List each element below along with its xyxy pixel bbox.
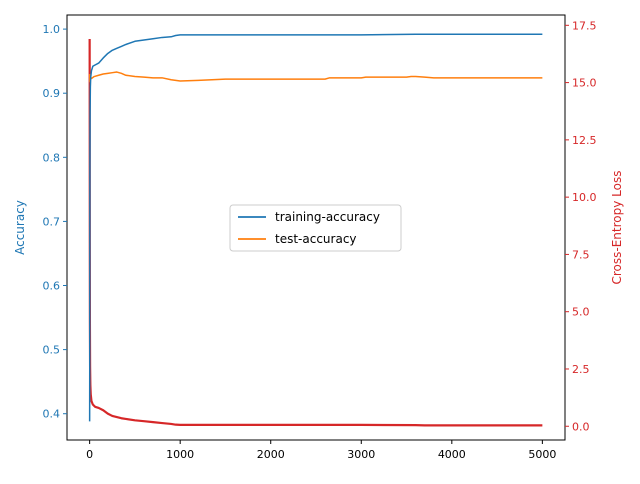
x-tick-label: 3000: [347, 448, 375, 461]
axes-layer: 0 1000 2000 3000 4000 5000 0.4 0.5 0.6 0.7 0.8 0.9 1…: [13, 14, 624, 461]
y-left-tick-label: 1.0: [43, 23, 61, 36]
legend: training-accuracy test-accuracy: [229, 204, 402, 252]
y-left-tick-label: 0.5: [43, 344, 61, 357]
y-right-tick-label: 5.0: [572, 306, 590, 319]
series-layer: [88, 33, 543, 427]
series-line-test-accuracy: [88, 71, 543, 83]
legend-label: test-accuracy: [275, 232, 357, 246]
y-right-tick-label: 10.0: [572, 191, 597, 204]
x-tick-label: 1000: [166, 448, 194, 461]
x-tick-label: 0: [86, 448, 93, 461]
y-right-tick-label: 0.0: [572, 420, 590, 433]
y-right-tick-label: 12.5: [572, 134, 597, 147]
y-left-tick-label: 0.4: [43, 408, 61, 421]
x-tick-label: 4000: [438, 448, 466, 461]
y-right-tick-label: 17.5: [572, 19, 597, 32]
y-left-axis-label: Accuracy: [13, 200, 27, 255]
y-right-tick-label: 15.0: [572, 77, 597, 90]
legend-box: [229, 204, 402, 252]
plot-frame: [66, 14, 566, 441]
y-right-axis-label: Cross-Entropy Loss: [610, 171, 624, 285]
legend-label: training-accuracy: [275, 210, 380, 224]
y-left-tick-label: 0.9: [43, 87, 61, 100]
y-left-tick-label: 0.6: [43, 280, 61, 293]
x-tick-label: 5000: [528, 448, 556, 461]
y-left-tick-label: 0.7: [43, 215, 61, 228]
series-line-training-accuracy: [88, 33, 543, 422]
y-right-tick-label: 2.5: [572, 363, 590, 376]
y-right-tick-label: 7.5: [572, 248, 590, 261]
y-left-tick-label: 0.8: [43, 151, 61, 164]
x-tick-label: 2000: [257, 448, 285, 461]
